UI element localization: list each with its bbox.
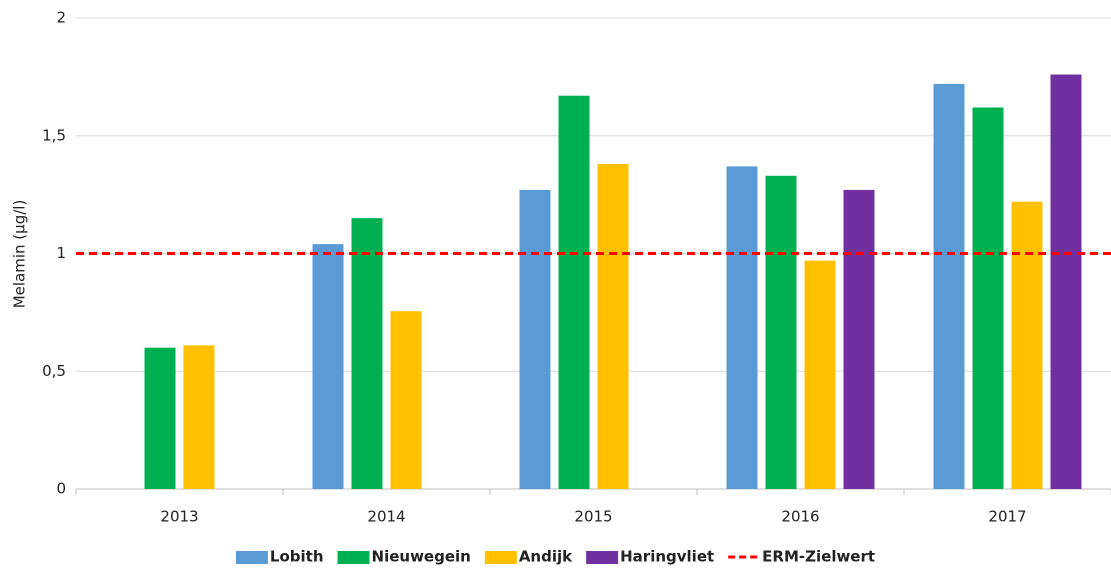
x-tick-label: 2014 bbox=[367, 508, 405, 526]
legend-label: Haringvliet bbox=[620, 548, 714, 566]
legend-swatch bbox=[235, 551, 268, 564]
legend-label: ERM-Zielwert bbox=[762, 548, 875, 566]
bar bbox=[972, 107, 1004, 490]
legend-label: Lobith bbox=[270, 548, 324, 566]
x-tick-label: 2013 bbox=[160, 508, 198, 526]
bar bbox=[843, 189, 875, 490]
y-tick-label: 2 bbox=[56, 9, 66, 27]
bar bbox=[390, 311, 422, 489]
y-tick-label: 1,5 bbox=[42, 126, 66, 144]
legend-swatch bbox=[484, 551, 517, 564]
legend-label: Andijk bbox=[519, 548, 573, 566]
y-axis-label: Melamin (µg/l) bbox=[11, 200, 29, 309]
legend-label: Nieuwegein bbox=[372, 548, 471, 566]
bar bbox=[558, 95, 590, 489]
bar bbox=[144, 347, 176, 489]
bar bbox=[1050, 74, 1082, 490]
legend-swatch bbox=[586, 551, 619, 564]
bar bbox=[351, 218, 383, 490]
x-tick-label: 2017 bbox=[988, 508, 1026, 526]
bar bbox=[183, 345, 215, 489]
y-tick-label: 1 bbox=[56, 244, 66, 262]
bar bbox=[312, 244, 344, 489]
bar bbox=[933, 83, 965, 489]
y-tick-label: 0,5 bbox=[42, 362, 66, 380]
bar bbox=[726, 166, 758, 490]
bar bbox=[519, 189, 551, 490]
bar bbox=[804, 260, 836, 489]
y-tick-label: 0 bbox=[56, 480, 66, 498]
bar bbox=[765, 175, 797, 489]
x-tick-label: 2016 bbox=[781, 508, 819, 526]
bar bbox=[1011, 201, 1043, 489]
legend-swatch bbox=[337, 551, 370, 564]
x-tick-label: 2015 bbox=[574, 508, 612, 526]
bar bbox=[597, 164, 629, 489]
